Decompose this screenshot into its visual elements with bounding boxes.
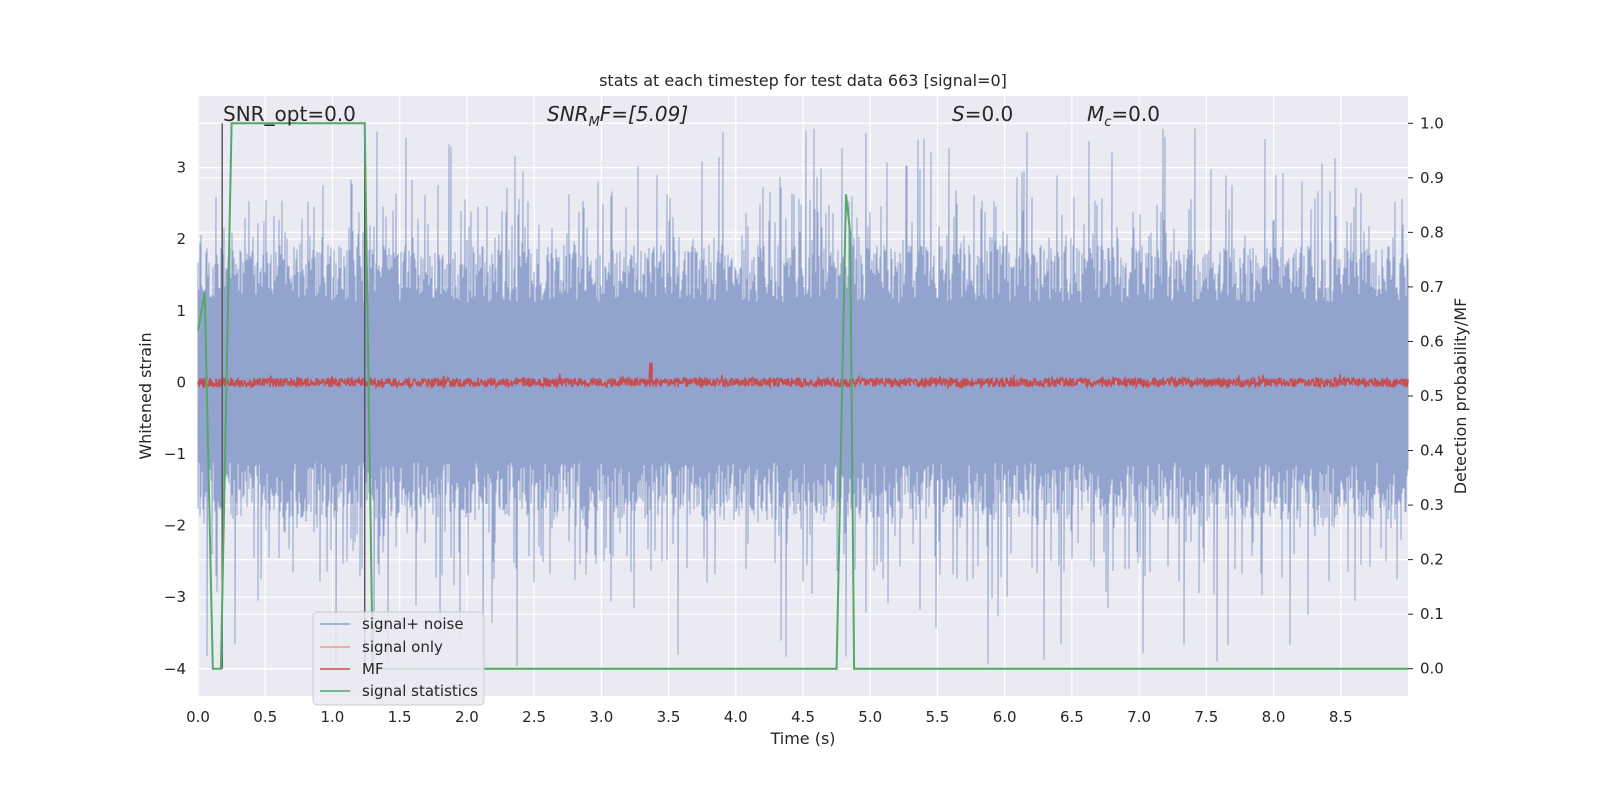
y-right-tick-label: 0.4 <box>1420 442 1444 460</box>
y-right-tick-label: 0.7 <box>1420 278 1444 296</box>
legend: signal+ noise signal only MF signal stat… <box>312 611 485 706</box>
x-tick-label: 8.0 <box>1262 708 1286 726</box>
x-tick-label: 0.0 <box>186 708 210 726</box>
y-right-tick-label: 0.9 <box>1420 169 1444 187</box>
legend-box <box>312 611 485 706</box>
legend-label-signal-only: signal only <box>362 638 443 656</box>
annotation-mc-sub: c <box>1104 115 1111 130</box>
x-tick-label: 5.0 <box>858 708 882 726</box>
noise-series <box>197 128 1409 667</box>
annotation-mc-value: =0.0 <box>1111 102 1160 126</box>
x-tick-label: 3.0 <box>589 708 613 726</box>
x-tick-label: 1.5 <box>388 708 412 726</box>
x-axis-ticks: 0.0 0.5 1.0 1.5 2.0 2.5 3.0 3.5 4.0 4.5 5.0 5.5 6.0 6… <box>186 708 1353 726</box>
annotation-mc: Mc=0.0 <box>1087 102 1160 130</box>
y-left-tick-label: −2 <box>164 517 186 535</box>
x-tick-label: 4.5 <box>791 708 815 726</box>
y-right-tick-label: 0.5 <box>1420 387 1444 405</box>
annotation-s-var: S <box>952 102 965 126</box>
x-tick-label: 6.0 <box>993 708 1017 726</box>
y-left-tick-label: 1 <box>176 302 186 320</box>
annotation-snr-mf-suffix: F=[5.09] <box>600 102 688 126</box>
y-left-axis-label: Whitened strain <box>136 332 155 459</box>
legend-label-signal-statistics: signal statistics <box>362 682 478 700</box>
y-left-tick-label: −3 <box>164 588 186 606</box>
y-left-axis-ticks: 3 2 1 0 −1 −2 −3 −4 <box>164 159 186 678</box>
x-tick-label: 7.0 <box>1127 708 1151 726</box>
annotation-snr-mf-prefix: SNR <box>547 102 589 126</box>
noise-line <box>197 128 1409 667</box>
x-axis-label: Time (s) <box>769 729 835 748</box>
y-right-tick-label: 0.1 <box>1420 605 1444 623</box>
x-tick-label: 7.5 <box>1194 708 1218 726</box>
y-left-tick-label: 3 <box>176 159 186 177</box>
annotation-mc-var: M <box>1087 102 1104 126</box>
mf-series <box>197 362 1409 390</box>
x-tick-label: 1.0 <box>321 708 345 726</box>
annotation-snr-mf-sub: M <box>589 115 600 130</box>
y-right-axis-label: Detection probability/MF <box>1451 298 1470 495</box>
y-left-tick-label: −1 <box>164 445 186 463</box>
y-right-tick-label: 0.0 <box>1420 660 1444 678</box>
y-left-tick-label: −4 <box>164 660 186 678</box>
annotation-snr-opt: SNR_opt=0.0 <box>223 102 356 126</box>
x-tick-label: 2.5 <box>522 708 546 726</box>
y-right-axis-ticks: 1.0 0.9 0.8 0.7 0.6 0.5 0.4 0.3 0.2 0.1 0.0 <box>1408 114 1444 678</box>
y-left-tick-label: 0 <box>176 373 186 391</box>
y-right-tick-label: 0.3 <box>1420 496 1444 514</box>
x-tick-label: 8.5 <box>1329 708 1353 726</box>
annotation-s-value: =0.0 <box>965 102 1014 126</box>
annotation-snr-mf: SNRMF=[5.09] <box>547 102 688 130</box>
x-tick-label: 2.0 <box>455 708 479 726</box>
legend-label-mf: MF <box>362 660 384 678</box>
mf-line <box>197 362 1409 390</box>
x-tick-label: 4.0 <box>724 708 748 726</box>
x-tick-label: 3.5 <box>657 708 681 726</box>
y-right-tick-label: 1.0 <box>1420 114 1444 132</box>
chart-title: stats at each timestep for test data 663… <box>599 71 1007 90</box>
y-left-tick-label: 2 <box>176 230 186 248</box>
y-right-tick-label: 0.6 <box>1420 332 1444 350</box>
y-right-tick-label: 0.2 <box>1420 551 1444 569</box>
legend-label-noise: signal+ noise <box>362 615 464 633</box>
x-tick-label: 0.5 <box>253 708 277 726</box>
y-right-tick-label: 0.8 <box>1420 223 1444 241</box>
x-tick-label: 5.5 <box>926 708 950 726</box>
x-tick-label: 6.5 <box>1060 708 1084 726</box>
annotation-s: S=0.0 <box>952 102 1013 126</box>
